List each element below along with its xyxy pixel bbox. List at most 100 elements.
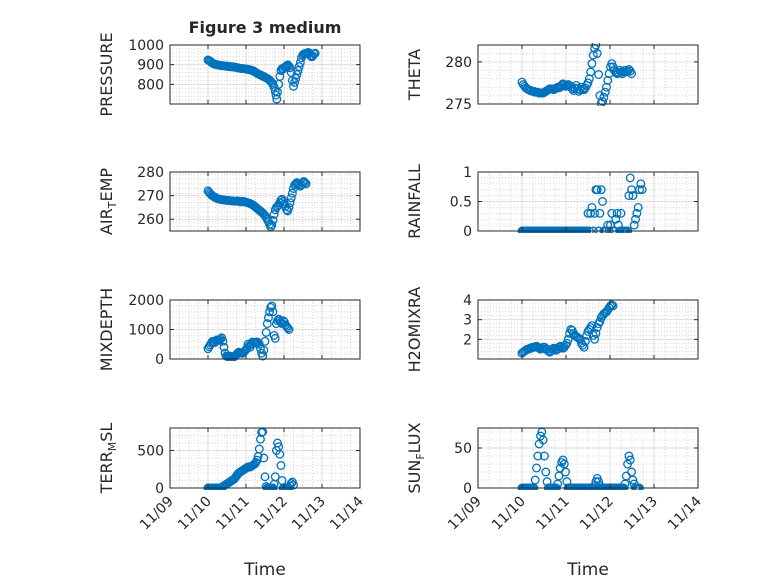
data-point	[301, 179, 311, 189]
y-tick-label: 260	[137, 212, 164, 228]
data-point	[625, 173, 635, 183]
subplot-h2omixra: 2 3 4 H2OMIXRA	[405, 287, 699, 372]
data-point	[635, 185, 644, 195]
y-tick-label: 0	[463, 481, 472, 497]
data-point	[636, 179, 646, 189]
data-point	[599, 92, 609, 102]
data-point	[600, 87, 610, 97]
data-point	[637, 185, 647, 195]
data-point	[587, 59, 597, 68]
chart-title: Figure 3 medium	[189, 18, 342, 37]
axes-box	[169, 171, 361, 232]
data-point	[624, 451, 634, 461]
y-tick-label: 0	[155, 481, 164, 497]
data-point	[293, 66, 303, 76]
data-points	[203, 301, 294, 361]
data-point	[260, 336, 270, 346]
data-point	[588, 330, 598, 340]
data-point	[541, 467, 551, 477]
data-point	[592, 185, 602, 195]
y-tick-label: 800	[137, 77, 164, 93]
y-tick-label: 270	[137, 189, 164, 205]
data-point	[270, 333, 280, 343]
y-tick-label: 0.5	[450, 195, 472, 211]
data-point	[633, 202, 643, 212]
subplot-terr-msl: 0 500 TERRMSL 11/0911/1011/1111/1211/1311/1…	[97, 423, 367, 580]
axes-box	[477, 427, 699, 489]
data-point	[261, 328, 271, 337]
y-axis-label: TERRMSL	[97, 423, 119, 495]
data-point	[267, 220, 277, 230]
subplot-rainfall: 0 0.5 1 RAINFALL	[405, 164, 699, 240]
data-point	[621, 67, 631, 77]
data-point	[596, 185, 606, 195]
data-point	[219, 342, 229, 352]
data-point	[595, 208, 605, 218]
data-point	[533, 451, 543, 461]
data-point	[265, 307, 275, 317]
data-point	[310, 48, 320, 58]
data-point	[216, 334, 225, 344]
data-points	[517, 173, 647, 233]
data-point	[289, 81, 298, 91]
data-point	[616, 208, 626, 218]
data-point	[603, 220, 613, 230]
data-point	[616, 67, 626, 77]
subplot-pressure: 800 900 1000 PRESSURE Figure 3 medium	[97, 18, 361, 117]
data-point	[276, 461, 286, 470]
data-point	[266, 302, 276, 312]
subplot-air-temp: 260 270 280 AIRTEMP	[97, 165, 361, 235]
data-point	[632, 208, 642, 218]
data-point	[558, 455, 568, 465]
data-point	[627, 69, 637, 79]
data-point	[254, 444, 264, 454]
y-axis-label: RAINFALL	[405, 164, 424, 239]
data-point	[562, 338, 572, 348]
y-tick-label: 1000	[128, 323, 164, 339]
data-point	[628, 191, 638, 201]
data-point	[286, 479, 296, 488]
data-point	[607, 208, 617, 218]
y-tick-label: 0	[463, 224, 472, 240]
data-point	[608, 301, 618, 311]
data-point	[590, 334, 600, 344]
data-point	[625, 455, 635, 465]
data-point	[285, 198, 295, 208]
x-tick-label: 11/12	[577, 494, 617, 534]
data-point	[558, 79, 568, 89]
data-point	[267, 301, 277, 311]
axes-box	[169, 44, 361, 105]
data-point	[586, 323, 596, 332]
data-point	[561, 467, 571, 477]
x-axis-label: Time	[243, 560, 286, 580]
data-point	[583, 208, 593, 218]
data-point	[283, 323, 293, 333]
data-point	[619, 67, 629, 77]
x-tick-label: 11/09	[445, 494, 485, 534]
subplot-sun-flux: 0 50 SUNFLUX 11/09 11/10 11/11 11/12 11/13 11/14…	[405, 422, 705, 580]
x-tick-label: 11/10	[175, 494, 215, 534]
data-point	[268, 307, 278, 317]
data-point	[262, 319, 272, 329]
x-tick-label: 11/13	[621, 494, 661, 534]
data-point	[539, 451, 549, 461]
y-tick-label: 275	[445, 97, 472, 113]
data-point	[240, 346, 249, 356]
data-point	[547, 84, 557, 94]
x-tick-label: 11/11	[533, 494, 573, 534]
data-point	[275, 449, 285, 459]
data-point	[563, 334, 573, 344]
data-point	[533, 342, 543, 352]
data-point	[258, 351, 268, 361]
data-point	[276, 317, 286, 327]
y-tick-label: 1000	[128, 38, 164, 54]
y-axis-label: AIRTEMP	[97, 168, 119, 235]
data-point	[282, 205, 292, 215]
data-point	[289, 480, 298, 490]
data-points	[203, 427, 298, 490]
data-point	[584, 74, 594, 84]
y-tick-label: 4	[463, 293, 472, 309]
data-point	[532, 463, 541, 473]
x-tick-label: 11/10	[489, 494, 529, 534]
axes-box	[477, 44, 699, 105]
